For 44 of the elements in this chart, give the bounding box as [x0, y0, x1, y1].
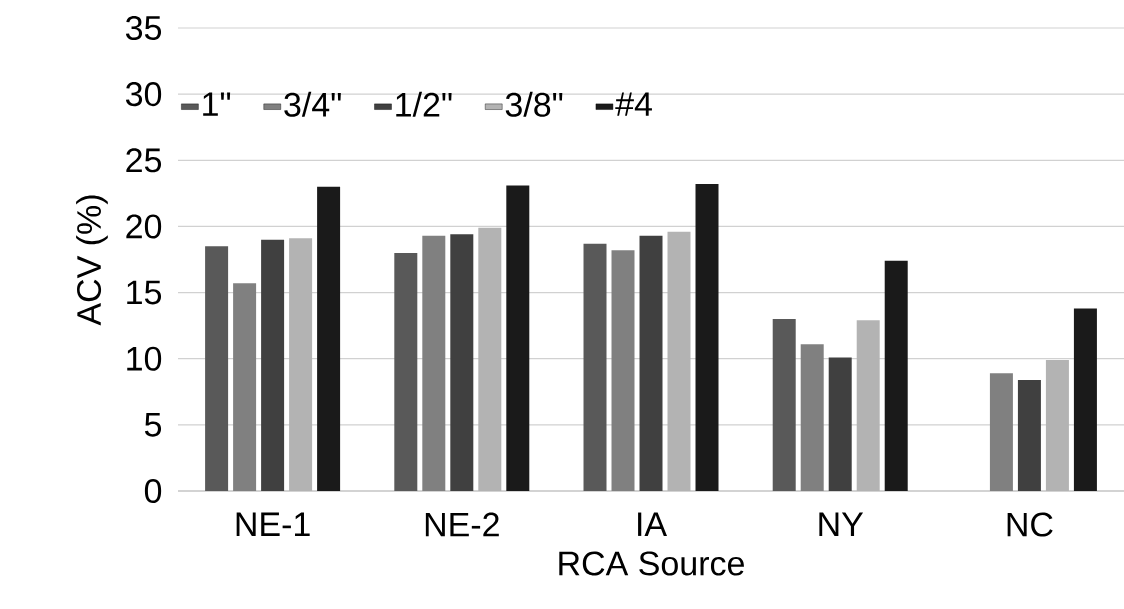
- legend-label: #4: [615, 92, 652, 116]
- x-tick-label: NE-2: [425, 512, 499, 537]
- bar: [583, 243, 607, 491]
- legend-label: 1": [203, 92, 231, 116]
- y-tick-label: 35: [125, 15, 162, 41]
- legend-label: 3/4": [284, 91, 341, 117]
- bar: [478, 227, 502, 491]
- bar: [611, 250, 635, 491]
- bar: [1045, 360, 1069, 491]
- bar: [884, 260, 908, 491]
- bar: [289, 238, 313, 491]
- bar: [450, 234, 474, 491]
- bar: [989, 373, 1013, 491]
- bar: [317, 186, 341, 491]
- x-tick-label: NC: [1007, 512, 1053, 537]
- bar: [856, 320, 880, 491]
- y-tick-label: 10: [127, 346, 162, 371]
- x-tick-label: IA: [638, 512, 668, 536]
- bar: [828, 357, 852, 491]
- bar: [1017, 379, 1041, 491]
- bar: [506, 185, 530, 491]
- bar: [695, 184, 719, 491]
- y-axis-title: ACV (%): [76, 195, 108, 326]
- x-tick-label: NE-1: [236, 512, 310, 536]
- y-tick-label: 25: [126, 148, 162, 173]
- bar: [667, 231, 691, 491]
- bar: [800, 344, 824, 491]
- legend-label: 3/8": [505, 91, 563, 117]
- y-tick-label: 5: [144, 413, 162, 437]
- bar: [261, 239, 285, 491]
- bar: [422, 235, 446, 491]
- bar: [639, 235, 663, 491]
- bar: [205, 246, 229, 491]
- bar: [233, 283, 257, 491]
- bar: [394, 252, 418, 491]
- x-axis-title: RCA Source: [559, 551, 744, 576]
- x-tick-label: NY: [819, 512, 864, 536]
- legend-label: 1/2": [396, 91, 452, 117]
- bar: [772, 319, 796, 491]
- y-tick-label: 15: [127, 280, 162, 305]
- y-tick-label: 0: [144, 478, 162, 504]
- y-tick-label: 30: [125, 82, 162, 107]
- y-tick-label: 20: [126, 214, 162, 239]
- bar: [1073, 308, 1097, 491]
